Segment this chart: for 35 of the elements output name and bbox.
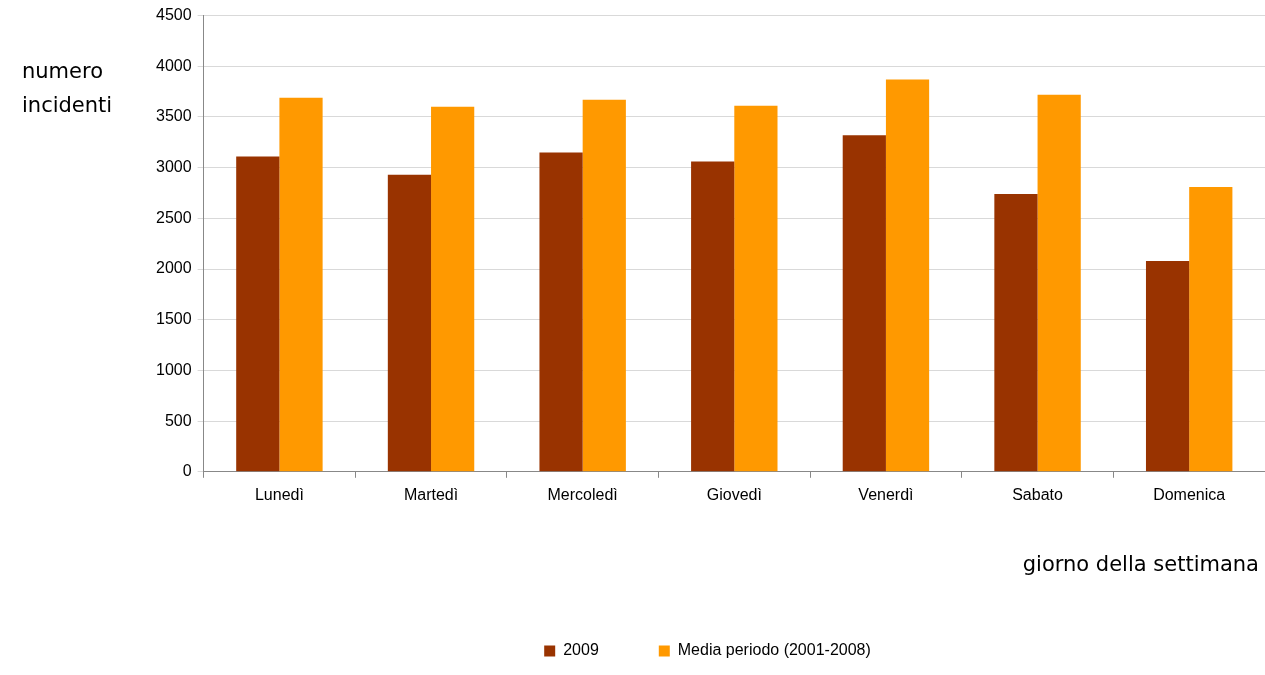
y-tick-label: 2500 xyxy=(156,208,192,226)
x-tick-label: Giovedì xyxy=(706,485,762,503)
bar xyxy=(691,161,735,472)
x-tick-label: Martedì xyxy=(403,485,459,503)
bar xyxy=(1145,260,1190,472)
bar xyxy=(1189,186,1233,472)
x-tick-label: Domenica xyxy=(1153,485,1226,503)
bar xyxy=(994,194,1038,472)
bar xyxy=(387,174,432,472)
x-tick-label: Venerdì xyxy=(858,485,914,503)
bar xyxy=(1037,94,1081,472)
x-axis-title: giorno della settimana xyxy=(1022,552,1259,577)
y-tick-label: 2000 xyxy=(156,259,192,277)
y-tick-label: 3500 xyxy=(156,107,192,125)
y-tick-label: 4000 xyxy=(156,56,192,74)
y-tick-label: 4500 xyxy=(156,6,192,24)
x-tick-label: Lunedì xyxy=(254,485,304,503)
y-tick-label: 0 xyxy=(182,462,192,480)
bar xyxy=(885,79,930,472)
legend-label: Media periodo (2001-2008) xyxy=(677,641,871,659)
y-axis-title: numero incidenti xyxy=(22,59,113,118)
bar xyxy=(279,97,323,472)
y-tick-label: 3000 xyxy=(156,158,192,176)
bar xyxy=(236,156,280,472)
x-tick-label: Mercoledì xyxy=(547,485,618,503)
y-tick-label: 1000 xyxy=(156,360,192,378)
legend-label: 2009 xyxy=(563,641,599,659)
x-tick-label: Sabato xyxy=(1012,485,1064,503)
y-tick-label: 1500 xyxy=(156,310,192,328)
bar xyxy=(734,105,778,472)
y-tick-label: 500 xyxy=(164,411,192,429)
bar xyxy=(582,99,626,472)
bar xyxy=(431,106,475,472)
bar xyxy=(842,135,886,472)
bar xyxy=(539,152,583,472)
